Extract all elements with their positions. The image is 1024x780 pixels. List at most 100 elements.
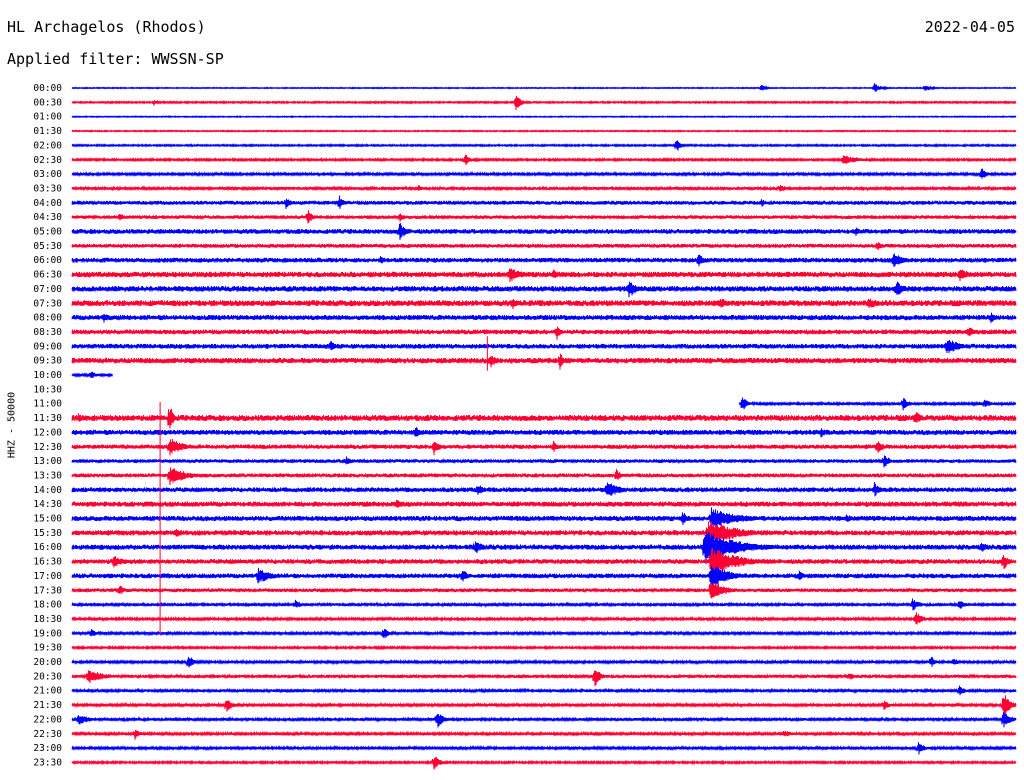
row-time-label: 09:00 (33, 341, 62, 352)
row-time-label: 23:30 (33, 757, 62, 768)
trace-row (71, 210, 1017, 224)
row-time-label: 14:30 (33, 499, 62, 510)
row-time-label: 19:00 (33, 628, 62, 639)
row-time-label: 19:30 (33, 643, 62, 654)
trace-row (71, 742, 1017, 755)
row-time-label: 17:00 (33, 571, 62, 582)
row-time-label: 21:00 (33, 686, 62, 697)
row-time-label: 03:00 (33, 169, 62, 180)
row-time-label: 08:00 (33, 313, 62, 324)
trace-row (71, 598, 1017, 611)
trace-row (71, 670, 1017, 687)
row-time-label: 08:30 (33, 327, 62, 338)
trace-row (71, 281, 1017, 298)
trace-row (71, 371, 113, 379)
station-title: HL Archagelos (Rhodos) (7, 18, 206, 36)
row-time-label: 18:30 (33, 614, 62, 625)
seismogram-traces (71, 83, 1017, 770)
row-time-label: 22:30 (33, 729, 62, 740)
row-time-label: 11:30 (33, 413, 62, 424)
row-time-label: 03:30 (33, 183, 62, 194)
trace-row (71, 521, 1017, 546)
trace-row (71, 656, 1017, 668)
row-time-label: 13:30 (33, 470, 62, 481)
row-time-labels: 00:00 00:30 01:00 01:30 02:00 02:30 03:00 03:30… (33, 83, 62, 768)
row-time-label: 10:00 (33, 370, 62, 381)
row-time-label: 09:30 (33, 356, 62, 367)
trace-row (71, 548, 1017, 576)
row-time-label: 16:00 (33, 542, 62, 553)
row-time-label: 15:30 (33, 528, 62, 539)
row-time-label: 11:00 (33, 399, 62, 410)
trace-row (738, 397, 1017, 411)
row-time-label: 00:30 (33, 97, 62, 108)
trace-row (71, 685, 1017, 696)
row-time-label: 04:00 (33, 198, 62, 209)
row-time-label: 12:30 (33, 442, 62, 453)
row-time-label: 13:00 (33, 456, 62, 467)
trace-row (71, 455, 1017, 468)
row-time-label: 02:00 (33, 140, 62, 151)
row-time-label: 02:30 (33, 155, 62, 166)
trace-row (71, 507, 1017, 528)
trace-row (71, 629, 1017, 639)
row-time-label: 06:00 (33, 255, 62, 266)
row-time-label: 21:30 (33, 700, 62, 711)
trace-row (71, 154, 1017, 166)
trace-row (71, 340, 1017, 354)
row-time-label: 04:30 (33, 212, 62, 223)
trace-row (71, 644, 1017, 651)
trace-row (71, 531, 1017, 565)
row-time-label: 05:00 (33, 227, 62, 238)
trace-row (71, 298, 1017, 310)
row-time-label: 15:00 (33, 514, 62, 525)
row-time-label: 00:00 (33, 83, 62, 94)
trace-row (71, 467, 1017, 486)
trace-row (71, 712, 1017, 728)
trace-row (71, 253, 1017, 268)
row-time-label: 01:00 (33, 112, 62, 123)
row-time-label: 05:30 (33, 241, 62, 252)
trace-row (71, 168, 1017, 179)
trace-row (71, 129, 1017, 133)
trace-row (71, 185, 1017, 192)
trace-row (71, 140, 1017, 151)
trace-row (71, 83, 1017, 92)
row-time-label: 20:30 (33, 671, 62, 682)
trace-row (71, 438, 1017, 456)
trace-row (71, 408, 1017, 429)
row-time-label: 22:00 (33, 714, 62, 725)
row-time-label: 20:00 (33, 657, 62, 668)
row-time-label: 01:30 (33, 126, 62, 137)
trace-row (71, 695, 1017, 718)
plot-date: 2022-04-05 (924, 18, 1015, 36)
row-time-label: 12:00 (33, 427, 62, 438)
trace-row (71, 499, 1017, 508)
trace-row (71, 482, 1017, 497)
row-time-label: 16:30 (33, 557, 62, 568)
trace-row (71, 427, 1017, 438)
trace-row (71, 115, 1017, 119)
row-time-label: 23:00 (33, 743, 62, 754)
trace-row (71, 757, 1017, 770)
trace-row (71, 326, 1017, 340)
trace-row (71, 268, 1017, 283)
row-time-label: 07:30 (33, 298, 62, 309)
row-time-label: 06:30 (33, 270, 62, 281)
trace-row (71, 95, 1017, 111)
trace-row (71, 242, 1017, 251)
trace-row (71, 582, 1017, 599)
trace-row (71, 612, 1017, 625)
trace-row (71, 353, 1017, 370)
trace-row (71, 729, 1017, 740)
trace-row (71, 312, 1017, 323)
row-time-label: 17:30 (33, 585, 62, 596)
trace-row (71, 565, 1017, 588)
trace-row (71, 195, 1017, 209)
row-time-label: 10:30 (33, 384, 62, 395)
filter-label: Applied filter: WWSSN-SP (7, 50, 224, 68)
row-time-label: 07:00 (33, 284, 62, 295)
row-time-label: 14:00 (33, 485, 62, 496)
row-time-label: 18:00 (33, 600, 62, 611)
